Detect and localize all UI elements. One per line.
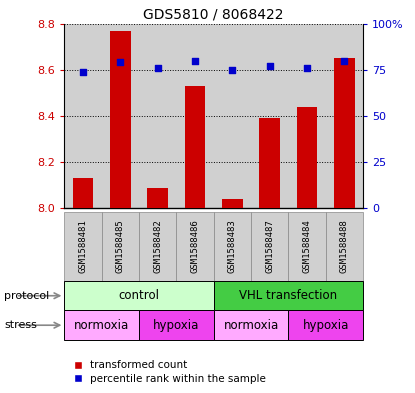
Bar [214, 24, 251, 208]
Bar [73, 178, 93, 208]
Bar [288, 24, 326, 208]
Bar [64, 212, 102, 281]
Bar [288, 212, 326, 281]
Text: GSM1588488: GSM1588488 [340, 220, 349, 274]
Bar [326, 212, 363, 281]
Text: protocol: protocol [4, 291, 49, 301]
Bar [251, 24, 288, 208]
Text: hypoxia: hypoxia [303, 319, 349, 332]
Point [154, 65, 161, 71]
Text: GSM1588482: GSM1588482 [153, 220, 162, 274]
Text: GSM1588485: GSM1588485 [116, 220, 125, 274]
Bar [297, 107, 317, 208]
Text: GSM1588484: GSM1588484 [303, 220, 312, 274]
Text: GSM1588481: GSM1588481 [78, 220, 88, 274]
Legend: transformed count, percentile rank within the sample: transformed count, percentile rank withi… [70, 356, 271, 388]
Bar [214, 281, 363, 310]
Bar [326, 24, 363, 208]
Text: VHL transfection: VHL transfection [239, 289, 337, 302]
Bar [334, 58, 355, 208]
Point [266, 63, 273, 69]
Bar [139, 310, 214, 340]
Text: hypoxia: hypoxia [153, 319, 200, 332]
Bar [64, 281, 214, 310]
Bar [64, 310, 139, 340]
Bar [102, 212, 139, 281]
Bar [139, 24, 176, 208]
Bar [139, 212, 176, 281]
Point [304, 65, 310, 71]
Bar [288, 310, 363, 340]
Text: GSM1588486: GSM1588486 [190, 220, 200, 274]
Text: normoxia: normoxia [223, 319, 279, 332]
Bar [251, 212, 288, 281]
Bar [147, 187, 168, 208]
Bar [185, 86, 205, 208]
Point [80, 68, 86, 75]
Bar [214, 310, 288, 340]
Bar [102, 24, 139, 208]
Bar [259, 118, 280, 208]
Bar [176, 212, 214, 281]
Point [192, 57, 198, 64]
Title: GDS5810 / 8068422: GDS5810 / 8068422 [144, 7, 284, 21]
Bar [110, 31, 131, 208]
Text: control: control [119, 289, 159, 302]
Text: GSM1588483: GSM1588483 [228, 220, 237, 274]
Point [341, 57, 348, 64]
Point [229, 67, 236, 73]
Point [117, 59, 124, 66]
Bar [64, 24, 102, 208]
Text: stress: stress [4, 320, 37, 330]
Bar [222, 199, 243, 208]
Text: normoxia: normoxia [74, 319, 129, 332]
Bar [176, 24, 214, 208]
Bar [214, 212, 251, 281]
Text: GSM1588487: GSM1588487 [265, 220, 274, 274]
